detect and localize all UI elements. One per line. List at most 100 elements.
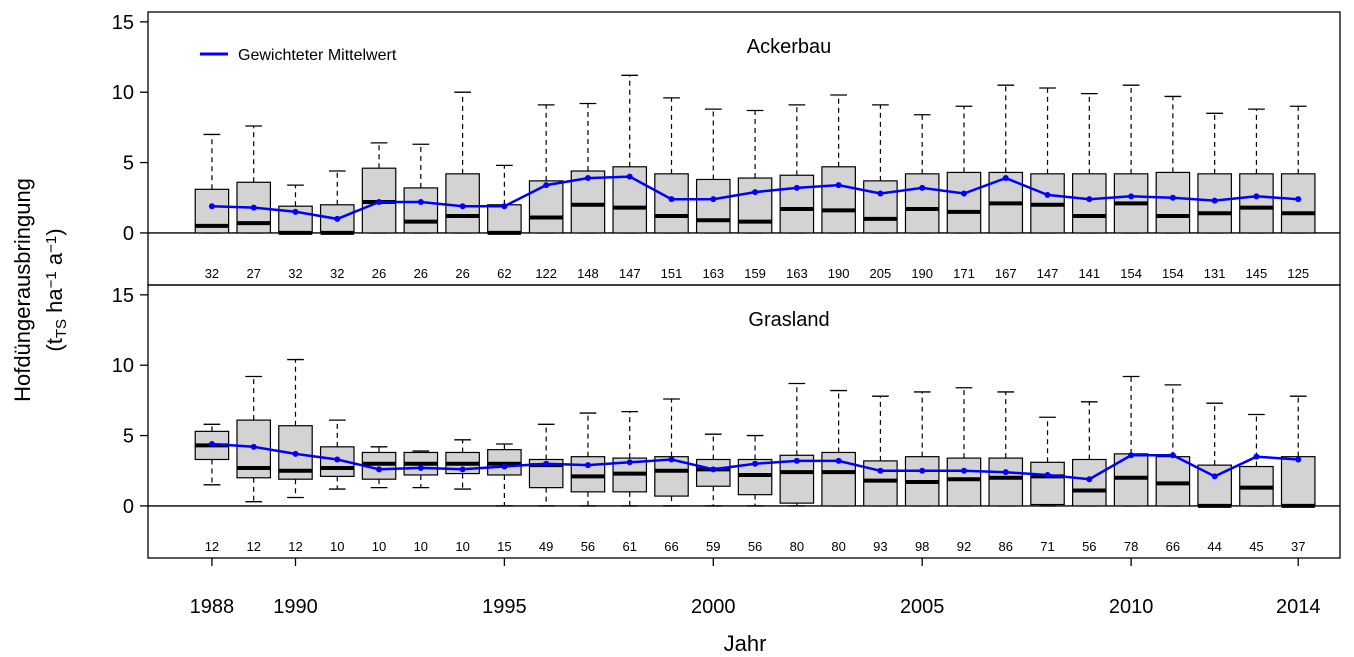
mean-point (1169, 194, 1176, 201)
box (528, 180, 564, 234)
box (946, 457, 982, 507)
mean-point (1086, 476, 1093, 483)
count-label: 12 (205, 539, 219, 554)
mean-point (1086, 196, 1093, 203)
y-axis-label: Hofdüngerausbringung (10, 178, 35, 402)
count-label: 56 (748, 539, 762, 554)
mean-point (1128, 452, 1135, 459)
box (695, 458, 731, 487)
count-label: 154 (1120, 266, 1142, 281)
box (403, 187, 439, 234)
x-tick-label: 1988 (190, 596, 235, 618)
count-label: 98 (915, 539, 929, 554)
count-label: 10 (455, 539, 469, 554)
box (1072, 173, 1107, 234)
mean-point (1295, 456, 1302, 463)
count-label: 141 (1078, 266, 1100, 281)
count-label: 49 (539, 539, 553, 554)
count-label: 59 (706, 539, 720, 554)
box (737, 177, 773, 234)
mean-point (960, 190, 967, 197)
mean-point (250, 443, 257, 450)
count-label: 66 (664, 539, 678, 554)
y-tick-label: 0 (123, 496, 134, 518)
mean-point (1002, 469, 1009, 476)
box (988, 457, 1024, 507)
y-tick-label: 5 (123, 426, 134, 448)
x-tick-label: 1995 (482, 596, 527, 618)
mean-point (752, 460, 759, 467)
mean-point (584, 175, 591, 182)
count-label: 80 (790, 539, 804, 554)
count-label: 56 (1082, 539, 1096, 554)
mean-point (292, 450, 299, 457)
count-label: 32 (330, 266, 344, 281)
box (1239, 173, 1274, 234)
count-label: 92 (957, 539, 971, 554)
count-label: 190 (911, 266, 933, 281)
count-label: 45 (1249, 539, 1263, 554)
count-label: 80 (831, 539, 845, 554)
mean-point (501, 203, 508, 210)
mean-point (1295, 196, 1302, 203)
count-label: 147 (1037, 266, 1059, 281)
count-label: 27 (246, 266, 260, 281)
mean-point (1044, 471, 1051, 478)
box (863, 180, 898, 234)
mean-point (626, 173, 633, 180)
box (1030, 461, 1065, 506)
count-label: 12 (246, 539, 260, 554)
mean-point (584, 462, 591, 469)
box (821, 166, 856, 234)
mean-point (543, 460, 550, 467)
mean-point (208, 203, 215, 210)
mean-point (877, 467, 884, 474)
panel-title: Ackerbau (747, 36, 832, 58)
mean-point (417, 198, 424, 205)
count-label: 56 (581, 539, 595, 554)
count-label: 26 (372, 266, 386, 281)
count-label: 26 (455, 266, 469, 281)
count-label: 190 (828, 266, 850, 281)
unit-part: a (42, 252, 67, 271)
count-label: 159 (744, 266, 766, 281)
x-tick-label: 1990 (273, 596, 318, 618)
y-tick-label: 5 (123, 153, 134, 175)
unit-part: ) (42, 228, 67, 235)
count-label: 122 (535, 266, 557, 281)
y-axis-unit: (tTS ha−1 a−1) (42, 228, 70, 351)
box (779, 174, 815, 234)
count-label: 32 (288, 266, 302, 281)
count-label: 71 (1040, 539, 1054, 554)
count-label: 125 (1287, 266, 1309, 281)
count-label: 78 (1124, 539, 1138, 554)
y-tick-label: 15 (112, 12, 134, 34)
mean-point (1253, 453, 1260, 460)
count-label: 171 (953, 266, 975, 281)
mean-point (459, 203, 466, 210)
box (570, 456, 606, 493)
mean-point (877, 190, 884, 197)
count-label: 163 (786, 266, 808, 281)
mean-point (250, 204, 257, 211)
box (1072, 458, 1107, 507)
mean-point (1211, 473, 1218, 480)
mean-point (626, 459, 633, 466)
mean-point (1253, 193, 1260, 200)
count-label: 154 (1162, 266, 1184, 281)
count-label: 131 (1204, 266, 1226, 281)
count-label: 148 (577, 266, 599, 281)
mean-point (793, 457, 800, 464)
box (1155, 171, 1191, 234)
mean-point (668, 456, 675, 463)
mean-point (334, 215, 341, 222)
box (946, 171, 982, 234)
count-label: 15 (497, 539, 511, 554)
mean-point (710, 466, 717, 473)
box (1155, 456, 1191, 507)
count-label: 61 (622, 539, 636, 554)
mean-point (835, 457, 842, 464)
unit-part: ha (42, 288, 67, 319)
count-label: 32 (205, 266, 219, 281)
